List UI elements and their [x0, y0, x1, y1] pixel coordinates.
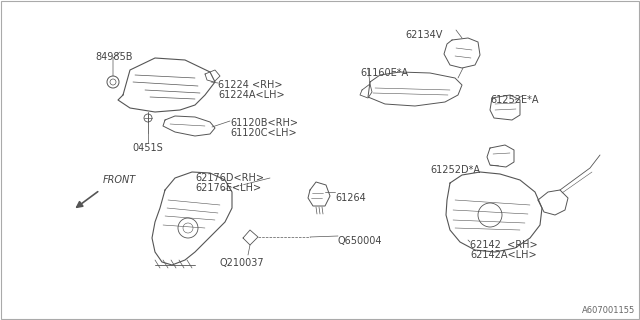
- Text: 61224A<LH>: 61224A<LH>: [218, 90, 285, 100]
- Text: 62176E<LH>: 62176E<LH>: [195, 183, 261, 193]
- Text: 61252E*A: 61252E*A: [490, 95, 538, 105]
- Text: 0451S: 0451S: [132, 143, 163, 153]
- Text: 84985B: 84985B: [95, 52, 132, 62]
- Text: A607001155: A607001155: [582, 306, 635, 315]
- Text: 61120C<LH>: 61120C<LH>: [230, 128, 296, 138]
- Text: Q650004: Q650004: [338, 236, 383, 246]
- Text: 61160E*A: 61160E*A: [360, 68, 408, 78]
- Text: 62142  <RH>: 62142 <RH>: [470, 240, 538, 250]
- Text: FRONT: FRONT: [103, 175, 136, 185]
- Text: 62134V: 62134V: [405, 30, 442, 40]
- Text: 61224 <RH>: 61224 <RH>: [218, 80, 282, 90]
- Text: 61264: 61264: [335, 193, 365, 203]
- Text: 62142A<LH>: 62142A<LH>: [470, 250, 536, 260]
- Text: 61120B<RH>: 61120B<RH>: [230, 118, 298, 128]
- Text: Q210037: Q210037: [220, 258, 264, 268]
- Text: 62176D<RH>: 62176D<RH>: [195, 173, 264, 183]
- Text: 61252D*A: 61252D*A: [430, 165, 480, 175]
